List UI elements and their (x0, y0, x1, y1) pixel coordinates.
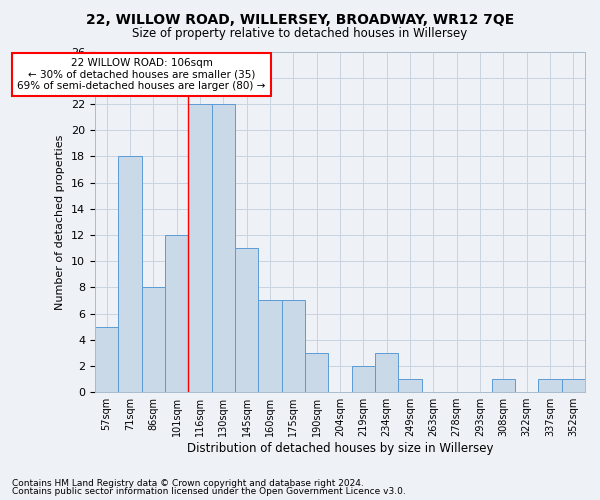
Bar (305, 353, 328, 392)
Bar (212, 104, 235, 392)
Text: Size of property relative to detached houses in Willersey: Size of property relative to detached ho… (133, 28, 467, 40)
Bar (398, 379, 422, 392)
Bar (95, 326, 118, 392)
Text: Contains HM Land Registry data © Crown copyright and database right 2024.: Contains HM Land Registry data © Crown c… (12, 478, 364, 488)
Text: 22 WILLOW ROAD: 106sqm
← 30% of detached houses are smaller (35)
69% of semi-det: 22 WILLOW ROAD: 106sqm ← 30% of detached… (17, 58, 266, 92)
Bar (281, 300, 305, 392)
Bar (142, 288, 165, 392)
Bar (118, 156, 142, 392)
Y-axis label: Number of detached properties: Number of detached properties (55, 134, 65, 310)
Bar (188, 104, 212, 392)
Bar (352, 366, 375, 392)
Bar (235, 248, 258, 392)
X-axis label: Distribution of detached houses by size in Willersey: Distribution of detached houses by size … (187, 442, 493, 455)
Text: 22, WILLOW ROAD, WILLERSEY, BROADWAY, WR12 7QE: 22, WILLOW ROAD, WILLERSEY, BROADWAY, WR… (86, 12, 514, 26)
Bar (562, 379, 585, 392)
Bar (165, 235, 188, 392)
Bar (258, 300, 281, 392)
Text: Contains public sector information licensed under the Open Government Licence v3: Contains public sector information licen… (12, 487, 406, 496)
Bar (538, 379, 562, 392)
Bar (375, 353, 398, 392)
Bar (491, 379, 515, 392)
